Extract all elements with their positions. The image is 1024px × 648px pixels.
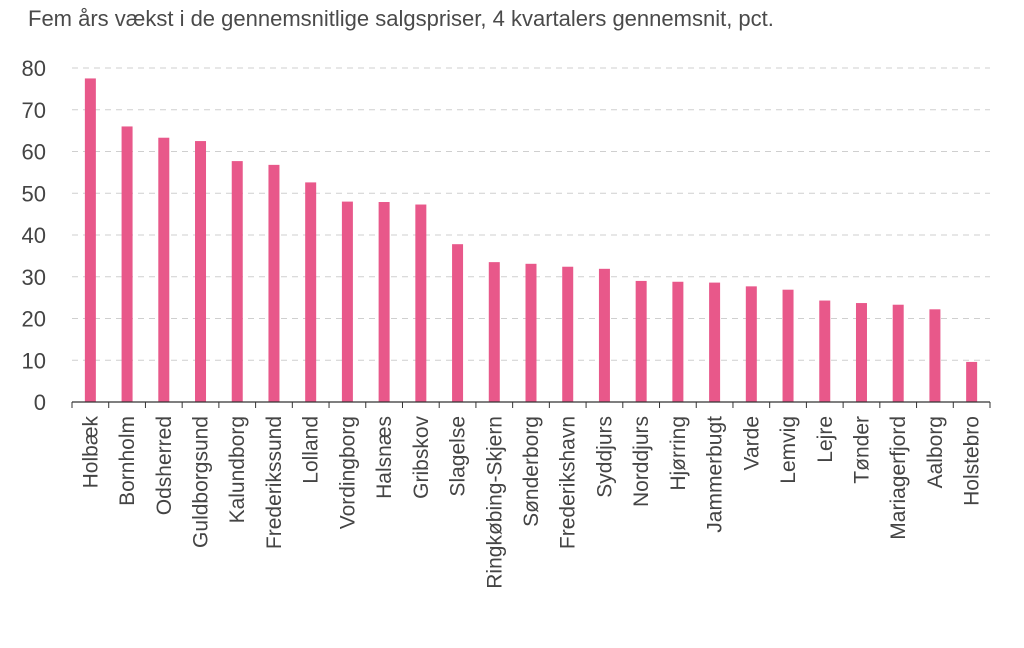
x-tick-label: Holstebro xyxy=(961,416,984,506)
bar xyxy=(598,268,610,402)
x-tick-label: Odsherred xyxy=(153,416,176,515)
y-tick-label: 60 xyxy=(22,140,46,165)
x-tick-label: Lemvig xyxy=(777,416,800,484)
bar xyxy=(268,164,280,402)
bar xyxy=(745,286,757,402)
y-tick-label: 40 xyxy=(22,223,46,248)
x-tick-label: Mariagerfjord xyxy=(887,416,910,540)
bar xyxy=(709,282,721,402)
x-tick-label: Slagelse xyxy=(447,416,470,497)
y-tick-label: 30 xyxy=(22,265,46,290)
bar xyxy=(635,280,647,402)
x-tick-label: Ringkøbing-Skjern xyxy=(483,416,506,589)
x-tick-label: Aalborg xyxy=(924,416,947,488)
x-tick-label: Syddjurs xyxy=(593,416,616,498)
x-tick-label: Bornholm xyxy=(116,416,139,506)
x-tick-label: Guldborgsund xyxy=(190,416,213,548)
x-tick-label: Halsnæs xyxy=(373,416,396,499)
bar xyxy=(525,263,537,402)
bar xyxy=(121,126,133,402)
y-tick-label: 50 xyxy=(22,181,46,206)
x-tick-label: Varde xyxy=(740,416,763,470)
x-tick-label: Hjørring xyxy=(667,416,690,491)
bar xyxy=(892,304,904,402)
x-tick-label: Norddjurs xyxy=(630,416,653,507)
y-tick-label: 80 xyxy=(22,56,46,81)
bar xyxy=(966,361,978,402)
bar xyxy=(488,262,500,402)
x-tick-label: Vordingborg xyxy=(336,416,359,529)
bar xyxy=(231,161,243,402)
bar xyxy=(819,300,831,402)
bar xyxy=(855,303,867,402)
chart-title: Fem års vækst i de gennemsnitlige salgsp… xyxy=(28,6,774,31)
bar xyxy=(929,309,941,402)
bar xyxy=(782,289,794,402)
bar xyxy=(672,281,684,402)
x-tick-label: Frederikssund xyxy=(263,416,286,549)
x-tick-label: Sønderborg xyxy=(520,416,543,527)
bar xyxy=(195,141,207,402)
x-tick-label: Gribskov xyxy=(410,416,433,499)
x-tick-label: Jammerbugt xyxy=(704,416,727,533)
x-tick-label: Tønder xyxy=(850,416,873,484)
bar xyxy=(562,266,574,402)
bar xyxy=(452,244,464,402)
bar xyxy=(341,201,353,402)
bar xyxy=(84,78,96,402)
y-tick-label: 10 xyxy=(22,348,46,373)
x-tick-label: Lejre xyxy=(814,416,837,463)
bar xyxy=(415,204,427,402)
y-tick-label: 0 xyxy=(34,390,46,415)
y-tick-label: 20 xyxy=(22,307,46,332)
x-tick-label: Lolland xyxy=(300,416,323,484)
x-tick-label: Kalundborg xyxy=(226,416,249,523)
bar xyxy=(378,202,390,402)
x-tick-label: Holbæk xyxy=(79,416,102,489)
x-tick-label: Frederikshavn xyxy=(557,416,580,549)
bar xyxy=(305,182,317,402)
bar xyxy=(158,137,170,402)
y-tick-label: 70 xyxy=(22,98,46,123)
